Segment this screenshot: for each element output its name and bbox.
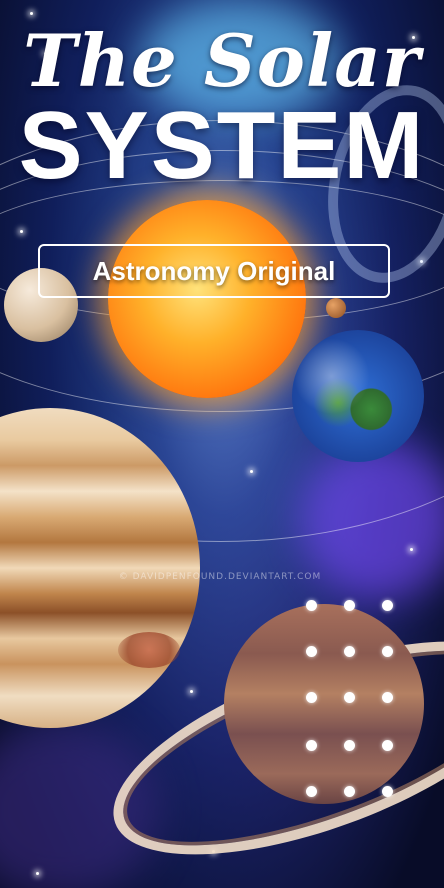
pattern-dot[interactable] [344, 600, 355, 611]
earth-planet [292, 330, 424, 462]
pattern-dot[interactable] [306, 646, 317, 657]
star [250, 470, 253, 473]
subtitle-box: Astronomy Original [38, 244, 390, 298]
pattern-dot[interactable] [344, 786, 355, 797]
pattern-dot[interactable] [306, 740, 317, 751]
star [20, 230, 23, 233]
pattern-dot[interactable] [382, 740, 393, 751]
great-red-spot [118, 632, 180, 668]
pattern-dot[interactable] [344, 692, 355, 703]
pattern-dot[interactable] [382, 786, 393, 797]
pattern-dot[interactable] [382, 646, 393, 657]
star [410, 548, 413, 551]
pattern-dot[interactable] [344, 740, 355, 751]
pattern-dot[interactable] [306, 786, 317, 797]
subtitle-text: Astronomy Original [92, 255, 336, 286]
watermark: © DAVIDPENFOUND.DEVIANTART.COM [118, 572, 322, 582]
saturn-planet [224, 604, 424, 804]
nebula-cloud [140, 0, 340, 120]
star [190, 690, 193, 693]
star [44, 52, 47, 55]
star [212, 850, 215, 853]
pattern-dot[interactable] [382, 692, 393, 703]
lock-pattern-grid[interactable] [296, 592, 406, 812]
pattern-dot[interactable] [344, 646, 355, 657]
star [412, 36, 415, 39]
pattern-dot[interactable] [306, 692, 317, 703]
star [420, 260, 423, 263]
star [36, 872, 39, 875]
pattern-dot[interactable] [306, 600, 317, 611]
sun [108, 200, 306, 398]
nebula-cloud [0, 720, 160, 888]
orbit-ring [0, 120, 444, 542]
venus-planet [4, 268, 78, 342]
title-script: The Solar [23, 18, 421, 103]
title-main: SYSTEM [18, 92, 426, 199]
mars-planet [326, 298, 346, 318]
pattern-dot[interactable] [382, 600, 393, 611]
star [30, 12, 33, 15]
